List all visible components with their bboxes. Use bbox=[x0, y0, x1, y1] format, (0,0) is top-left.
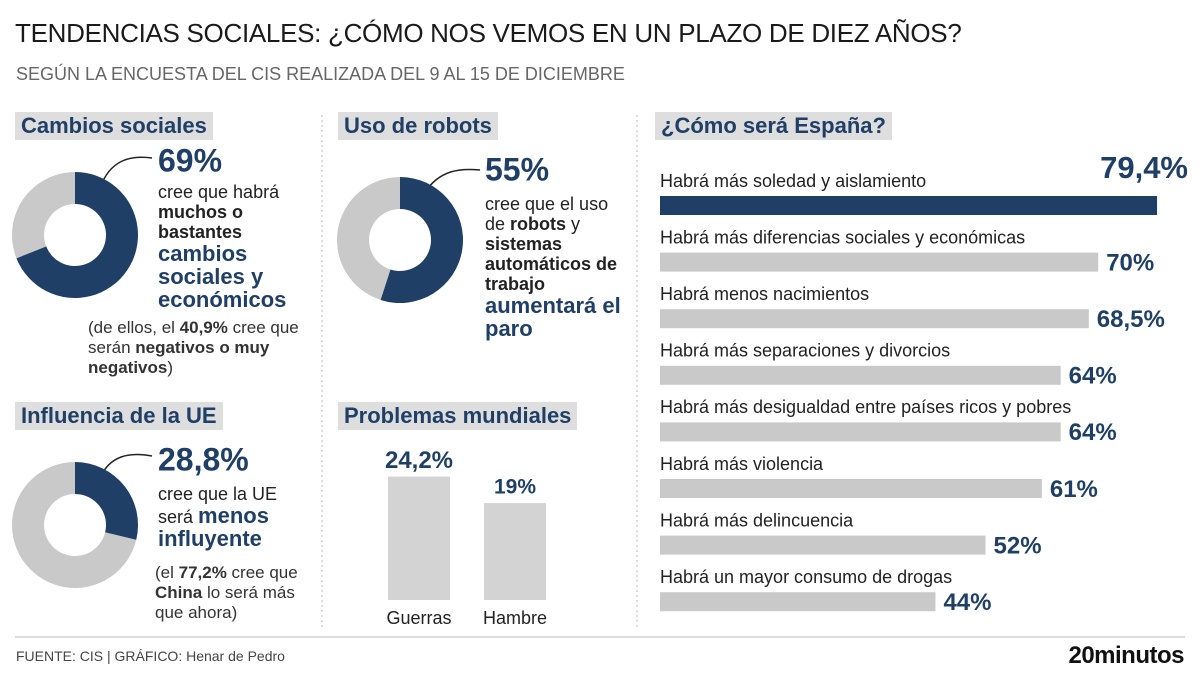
text: cree que serán bbox=[88, 318, 299, 357]
text: cree que habrá bbox=[158, 182, 280, 202]
text: (el bbox=[155, 563, 179, 582]
note: (de ellos, el 40,9% cree que serán negat… bbox=[88, 318, 303, 378]
y-tick-label: Habrá un mayor consumo de drogas bbox=[660, 567, 952, 587]
section-heading: Influencia de la UE bbox=[15, 402, 223, 430]
value-label: 68,5% bbox=[1097, 306, 1165, 333]
bar bbox=[660, 365, 1061, 385]
logo: 20minutos bbox=[1068, 642, 1184, 669]
footer-source: FUENTE: CIS | GRÁFICO: Henar de Pedro bbox=[16, 648, 285, 664]
note: (el 77,2% cree que China lo será más que… bbox=[155, 563, 315, 623]
donut-slice bbox=[75, 462, 138, 540]
description: cree que la UE será menos influyente bbox=[158, 484, 308, 550]
bar bbox=[388, 476, 450, 600]
text-highlight: menos influyente bbox=[158, 503, 269, 551]
section-heading: Cambios sociales bbox=[15, 112, 213, 140]
description: cree que habrá muchos o bastantes cambio… bbox=[158, 182, 308, 311]
y-tick-label: Habrá más separaciones y divorcios bbox=[660, 341, 950, 361]
y-tick-label: Habrá menos nacimientos bbox=[660, 284, 869, 304]
donut-slice bbox=[380, 177, 464, 303]
donut-slice bbox=[16, 172, 139, 299]
text: lo será más que ahora) bbox=[155, 583, 295, 622]
text: y bbox=[566, 214, 581, 234]
section-heading: ¿Cómo será España? bbox=[655, 112, 892, 140]
y-tick-label: Habrá más delincuencia bbox=[660, 510, 854, 530]
x-tick-label: Hambre bbox=[483, 608, 547, 628]
text-bold: China bbox=[155, 583, 203, 602]
text: ) bbox=[167, 358, 174, 377]
text-bold: 77,2% bbox=[178, 563, 227, 582]
bar bbox=[660, 309, 1089, 329]
value-label: 52% bbox=[994, 532, 1042, 559]
text-bold: robots bbox=[510, 214, 567, 234]
x-tick-label: Guerras bbox=[386, 608, 451, 628]
text-highlight: aumentará el paro bbox=[485, 293, 621, 341]
section-heading: Uso de robots bbox=[338, 112, 498, 140]
bar bbox=[660, 196, 1158, 215]
bar bbox=[660, 422, 1061, 442]
text-bold: muchos o bastantes bbox=[158, 202, 244, 242]
text: cree que el uso de bbox=[485, 194, 609, 234]
y-tick-label: Habrá más soledad y aislamiento bbox=[660, 171, 926, 191]
text: cree que la UE será bbox=[158, 484, 278, 527]
text-highlight: cambios sociales y económicos bbox=[158, 241, 287, 312]
text-bold: negativos o muy negativos bbox=[88, 338, 270, 377]
donut-slice bbox=[12, 462, 137, 589]
value-label: 69% bbox=[158, 142, 222, 178]
value-label: 44% bbox=[943, 589, 991, 616]
section-heading: Problemas mundiales bbox=[338, 402, 578, 430]
value-label: 19% bbox=[494, 476, 536, 499]
value-label: 64% bbox=[1069, 419, 1117, 446]
bar bbox=[660, 592, 936, 612]
bar bbox=[484, 503, 546, 600]
value-label: 70% bbox=[1106, 249, 1154, 276]
bar bbox=[660, 479, 1042, 498]
y-tick-label: Habrá más violencia bbox=[660, 454, 824, 474]
y-tick-label: Habrá más diferencias sociales y económi… bbox=[660, 227, 1025, 247]
text: (de ellos, el bbox=[88, 318, 180, 337]
y-tick-label: Habrá más desigualdad entre países ricos… bbox=[660, 397, 1071, 417]
value-label: 24,2% bbox=[385, 447, 453, 474]
value-label: 79,4% bbox=[1100, 150, 1188, 185]
value-label: 55% bbox=[485, 151, 549, 187]
text-bold: 40,9% bbox=[179, 318, 228, 337]
value-label: 28,8% bbox=[158, 441, 249, 477]
bar bbox=[660, 252, 1099, 272]
title: TENDENCIAS SOCIALES: ¿CÓMO NOS VEMOS EN … bbox=[15, 18, 962, 48]
value-label: 64% bbox=[1069, 363, 1117, 390]
value-label: 61% bbox=[1050, 476, 1098, 503]
description: cree que el uso de robots y sistemas aut… bbox=[485, 194, 625, 340]
donut-slice bbox=[337, 177, 400, 300]
bar bbox=[660, 535, 986, 555]
donut-slice bbox=[12, 172, 75, 259]
text: cree que bbox=[226, 563, 298, 582]
subtitle: SEGÚN LA ENCUESTA DEL CIS REALIZADA DEL … bbox=[16, 64, 625, 84]
text-bold: sistemas automáticos de trabajo bbox=[485, 234, 618, 294]
